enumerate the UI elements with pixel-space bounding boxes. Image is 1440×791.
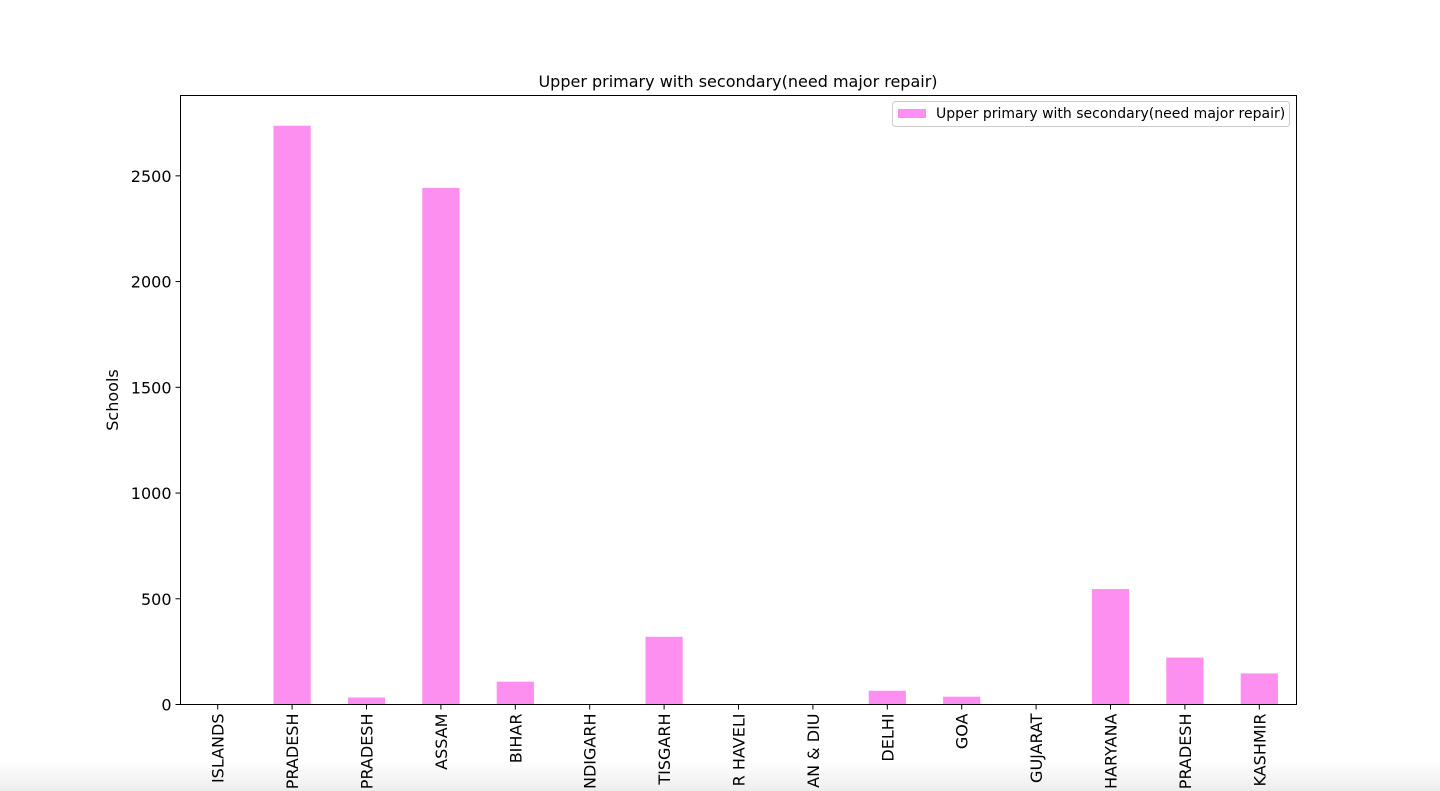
- bar: [422, 187, 460, 705]
- bar: [868, 690, 906, 705]
- bar: [943, 696, 981, 705]
- x-tick-label: PRADESH: [358, 714, 377, 790]
- x-tick-label: AN & DIU: [804, 714, 823, 788]
- y-tick-label: 2500: [131, 167, 172, 186]
- x-axis: ISLANDS PRADESH PRADESH ASSAM BIHAR NDIGARH TI…: [209, 704, 1269, 790]
- y-tick-label: 0: [161, 696, 171, 715]
- x-tick-label: R HAVELI: [730, 714, 749, 787]
- legend-label: Upper primary with secondary(need major …: [936, 106, 1285, 122]
- x-tick-label: NDIGARH: [581, 714, 600, 790]
- bar: [1166, 657, 1204, 705]
- bar: [1240, 673, 1278, 705]
- x-tick-label: PRADESH: [283, 714, 302, 790]
- chart-title: Upper primary with secondary(need major …: [538, 72, 937, 91]
- bar: [645, 636, 683, 705]
- x-tick-label: TISGARH: [655, 714, 674, 786]
- legend-swatch: [898, 109, 926, 118]
- bar: [496, 681, 534, 705]
- y-axis: 0 500 1000 1500 2000 2500: [131, 167, 181, 715]
- bar: [273, 125, 311, 705]
- bar: [347, 697, 386, 705]
- x-tick-label: KASHMIR: [1250, 714, 1269, 787]
- bars-group: [273, 125, 1278, 705]
- y-tick-label: 2000: [131, 273, 172, 292]
- x-tick-label: HARYANA: [1102, 713, 1121, 789]
- x-tick-label: PRADESH: [1176, 714, 1195, 790]
- bar: [1091, 589, 1130, 705]
- x-tick-label: DELHI: [878, 714, 897, 762]
- y-tick-label: 1000: [131, 484, 172, 503]
- x-tick-label: GOA: [953, 713, 972, 749]
- x-tick-label: BIHAR: [506, 714, 525, 764]
- x-tick-label: ASSAM: [432, 714, 451, 770]
- y-axis-label: Schools: [103, 369, 122, 430]
- y-tick-label: 1500: [131, 378, 172, 397]
- y-tick-label: 500: [141, 590, 172, 609]
- x-tick-label: ISLANDS: [209, 714, 228, 784]
- legend: Upper primary with secondary(need major …: [892, 101, 1290, 127]
- legend-box: [892, 101, 1290, 127]
- x-tick-label: GUJARAT: [1027, 713, 1046, 783]
